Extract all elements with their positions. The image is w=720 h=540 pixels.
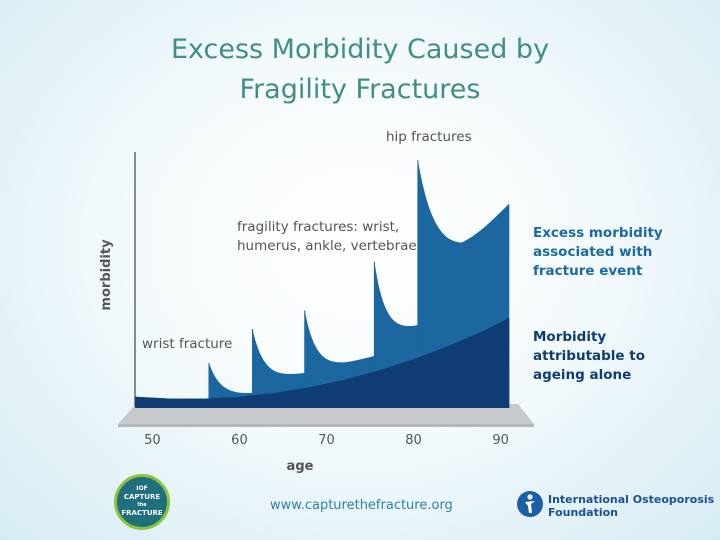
x-tick-50: 50 <box>144 433 161 448</box>
ageing-morbidity-area <box>135 317 510 408</box>
iof-logo-icon <box>517 491 543 517</box>
fragility-fractures-label-line2: humerus, ankle, vertebrae <box>237 238 417 254</box>
x-tick-60: 60 <box>231 433 248 448</box>
wrist-fracture-label: wrist fracture <box>142 336 232 352</box>
hip-fractures-label: hip fractures <box>386 129 472 145</box>
x-tick-80: 80 <box>405 433 422 448</box>
legend-excess-morbidity: Excess morbidity associated with fractur… <box>533 224 663 281</box>
x-axis-label: age <box>287 459 314 474</box>
badge-line-1: CAPTURE <box>123 493 161 501</box>
legend-excess-line3: fracture event <box>533 263 643 279</box>
legend-ageing-morbidity: Morbidity attributable to ageing alone <box>533 328 645 385</box>
badge-top-text: IOF <box>136 485 148 492</box>
iof-name-line1: International Osteoporosis <box>548 493 715 506</box>
title-line-2: Fragility Fractures <box>239 74 481 105</box>
x-tick-70: 70 <box>318 433 335 448</box>
badge-line-2: the <box>137 502 147 508</box>
legend-excess-line2: associated with <box>533 244 653 260</box>
legend-ageing-line1: Morbidity <box>533 329 607 345</box>
excess-morbidity-area <box>135 160 510 408</box>
legend-ageing-line3: ageing alone <box>533 367 632 383</box>
x-tick-90: 90 <box>492 433 509 448</box>
badge-line-3: FRACTURE <box>121 509 163 517</box>
chart-floor <box>118 404 534 424</box>
title-line-1: Excess Morbidity Caused by <box>170 34 550 65</box>
legend-ageing-line2: attributable to <box>533 348 646 364</box>
footer-url-link[interactable]: www.capturethefracture.org <box>270 498 453 513</box>
iof-name: International Osteoporosis Foundation <box>548 493 714 519</box>
y-axis-label: morbidity <box>99 239 114 311</box>
legend-excess-line1: Excess morbidity <box>533 225 663 241</box>
fragility-fractures-label-line1: fragility fractures: wrist, <box>237 219 399 235</box>
capture-the-fracture-logo: IOF CAPTURE the FRACTURE <box>114 474 170 530</box>
slide-title: Excess Morbidity Caused by Fragility Fra… <box>0 30 720 110</box>
iof-name-line2: Foundation <box>548 506 619 519</box>
chart-floor-front <box>118 424 534 427</box>
